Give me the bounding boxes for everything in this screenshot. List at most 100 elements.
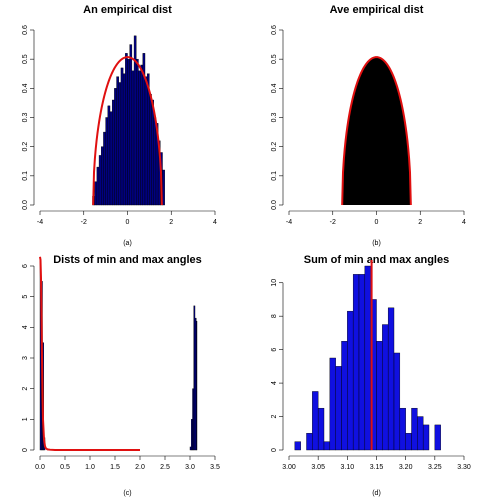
chart-title: An empirical dist xyxy=(83,4,172,16)
chart-caption: (a) xyxy=(123,240,132,247)
y-tick-label: 0.5 xyxy=(271,54,278,64)
x-axis: -4 -2 0 2 4 xyxy=(286,210,466,226)
bar xyxy=(393,352,401,451)
x-tick-label: -4 xyxy=(286,219,292,226)
x-tick-label: -2 xyxy=(330,219,336,226)
y-tick-label: 6 xyxy=(271,348,278,352)
bar xyxy=(94,181,98,206)
y-tick-label: 0.3 xyxy=(22,113,29,123)
y-tick-label: 6 xyxy=(22,264,29,268)
bar xyxy=(352,274,360,451)
bar xyxy=(329,357,336,451)
chart-title: Sum of min and max angles xyxy=(304,254,449,266)
chart-panel-4: Sum of min and max angles (d) 3.00 3.05 3.10… xyxy=(271,254,471,497)
bar xyxy=(144,76,148,206)
y-tick-label: 4 xyxy=(271,381,278,385)
chart-marks xyxy=(294,260,441,451)
chart-marks xyxy=(341,56,412,206)
density-curve xyxy=(341,56,412,206)
y-axis: 0.0 0.1 0.2 0.3 0.4 0.5 0.6 xyxy=(271,25,284,210)
x-tick-label: 0.0 xyxy=(35,464,45,471)
bar xyxy=(405,433,412,451)
bar xyxy=(140,64,144,206)
y-tick-label: 0.1 xyxy=(271,171,278,181)
bar xyxy=(162,169,165,206)
bar xyxy=(317,407,325,451)
bar xyxy=(434,424,441,451)
y-tick-label: 4 xyxy=(22,325,29,329)
chart-caption: (b) xyxy=(372,240,381,247)
bar xyxy=(347,310,354,451)
x-tick-label: 2.5 xyxy=(160,464,170,471)
y-tick-label: 3 xyxy=(22,356,29,360)
bar xyxy=(129,44,133,206)
y-tick-label: 0.0 xyxy=(22,200,29,210)
bar xyxy=(96,166,100,206)
bar xyxy=(312,391,319,451)
bar xyxy=(422,424,430,451)
x-tick-label: 3.20 xyxy=(399,464,413,471)
bar xyxy=(131,70,135,206)
y-tick-label: 1 xyxy=(22,417,29,421)
bar xyxy=(417,416,424,451)
x-tick-label: 2.0 xyxy=(135,464,145,471)
x-tick-label: 0 xyxy=(126,219,130,226)
density-curve xyxy=(92,56,163,206)
bar xyxy=(306,433,313,451)
y-tick-label: 0.4 xyxy=(271,83,278,93)
y-axis: 0 1 2 3 4 5 6 xyxy=(22,264,35,452)
x-tick-label: 3.25 xyxy=(428,464,442,471)
bar xyxy=(105,117,109,206)
bar xyxy=(114,88,117,206)
bar xyxy=(387,307,395,451)
bar xyxy=(127,58,130,206)
y-tick-label: 10 xyxy=(271,279,278,287)
area-fill xyxy=(342,57,411,206)
y-tick-label: 0 xyxy=(22,448,29,452)
bar xyxy=(138,70,141,206)
y-tick-label: 2 xyxy=(271,414,278,418)
x-tick-label: 3.5 xyxy=(210,464,220,471)
bar xyxy=(335,366,342,451)
bar xyxy=(118,82,122,206)
x-tick-label: 2 xyxy=(169,219,173,226)
y-tick-label: 0.2 xyxy=(271,142,278,152)
y-tick-label: 8 xyxy=(271,314,278,318)
x-tick-label: 3.10 xyxy=(341,464,355,471)
bar xyxy=(136,58,139,206)
chart-marks xyxy=(39,256,198,451)
x-tick-label: 0.5 xyxy=(60,464,70,471)
y-tick-label: 0.2 xyxy=(22,142,29,152)
bar xyxy=(341,341,348,451)
y-tick-label: 0.1 xyxy=(22,171,29,181)
density-curve xyxy=(39,256,140,451)
x-tick-label: 3.15 xyxy=(370,464,384,471)
bar xyxy=(122,73,126,206)
chart-caption: (c) xyxy=(123,490,131,497)
chart-panel-2: Ave empirical dist (b) -4 -2 0 2 4 0.0 0.1 0.2 0.3… xyxy=(271,4,466,247)
x-tick-label: -2 xyxy=(81,219,87,226)
y-tick-label: 0 xyxy=(271,448,278,452)
bar xyxy=(120,67,124,206)
chart-panel-1: An empirical dist(a)-4 -2 0 2 40.00.10.20.30… xyxy=(22,4,217,247)
y-tick-label: 2 xyxy=(22,387,29,391)
x-tick-label: 3.05 xyxy=(311,464,325,471)
chart-panel-3: Dists of min and max angles (c) 0.0 0.5 1.0 1… xyxy=(22,254,220,497)
x-tick-label: 3.00 xyxy=(282,464,296,471)
y-tick-label: 0.6 xyxy=(22,25,29,35)
bar xyxy=(196,321,198,451)
bar xyxy=(111,99,115,206)
x-tick-label: 3.30 xyxy=(457,464,471,471)
bar xyxy=(411,407,418,451)
y-tick-label: 0.0 xyxy=(271,200,278,210)
chart-title: Ave empirical dist xyxy=(330,4,424,16)
x-tick-label: 0 xyxy=(375,219,379,226)
bar xyxy=(294,441,301,451)
bar xyxy=(125,53,128,206)
bar xyxy=(358,274,366,451)
x-tick-label: -4 xyxy=(37,219,43,226)
bar xyxy=(149,93,152,206)
x-axis: -4 -2 0 2 4 xyxy=(37,210,217,226)
y-tick-label: 0.4 xyxy=(22,83,29,93)
y-tick-label: 0.5 xyxy=(22,54,29,64)
